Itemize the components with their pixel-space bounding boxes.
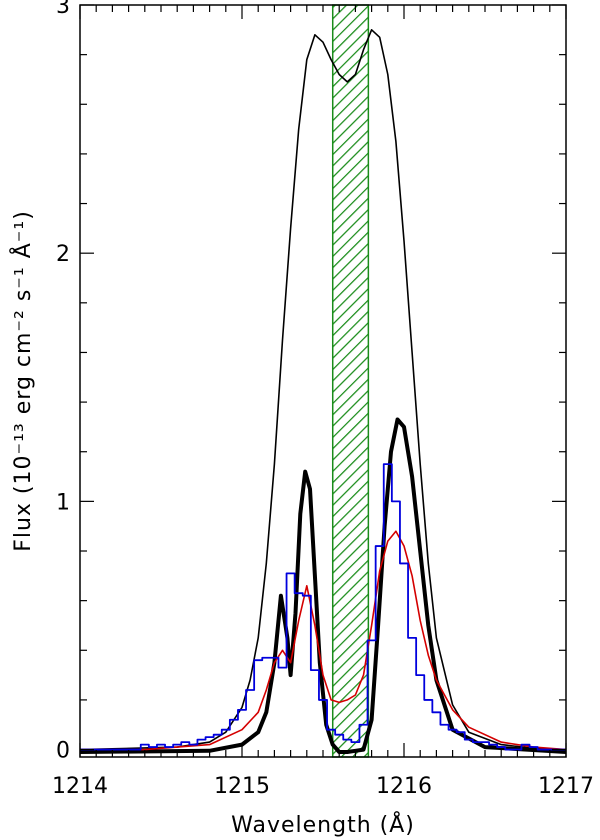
y-tick-label: 3: [56, 0, 70, 19]
series-blue-histogram: [80, 463, 566, 751]
x-axis-label: Wavelength (Å): [231, 811, 415, 838]
x-tick-label: 1216: [376, 774, 432, 799]
plot-frame: [79, 4, 567, 758]
series-thick-black-line: [80, 417, 566, 754]
series-thin-red-line: [80, 530, 566, 751]
x-tick-label: 1217: [538, 774, 594, 799]
y-tick-label: 2: [56, 242, 70, 267]
series-thin-black-line: [80, 29, 566, 751]
excluded-region-band: [331, 4, 370, 758]
y-tick-label: 0: [56, 739, 70, 764]
y-tick-label: 1: [56, 490, 70, 515]
y-axis-label: Flux (10⁻¹³ erg cm⁻² s⁻¹ Å⁻¹): [9, 210, 36, 552]
x-tick-label: 1215: [214, 774, 270, 799]
x-tick-label: 1214: [52, 774, 108, 799]
